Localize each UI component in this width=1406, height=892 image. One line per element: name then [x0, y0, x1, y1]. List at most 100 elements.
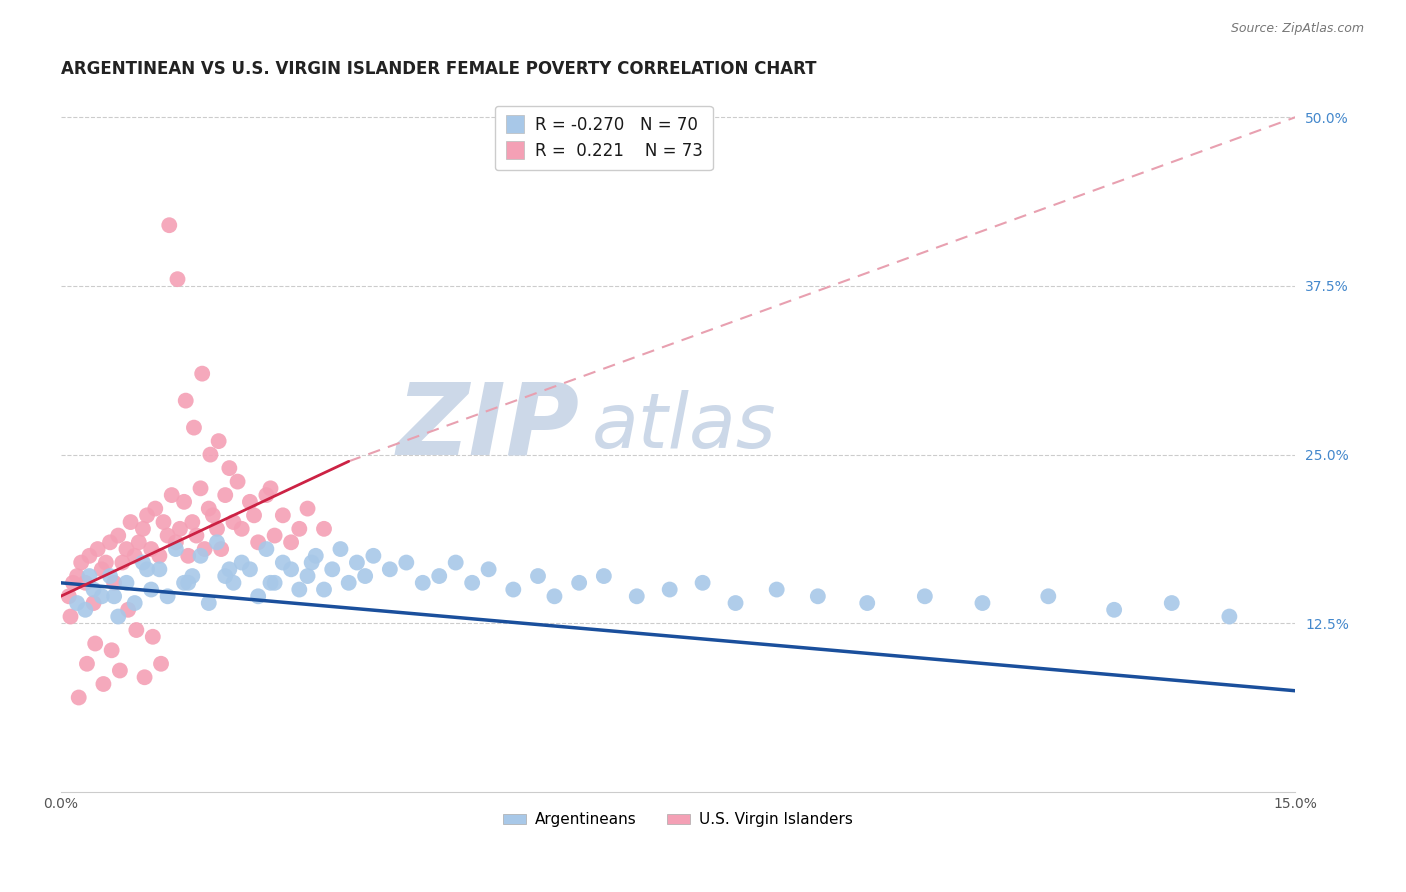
Point — [70, 556, 93, 570]
Point — [478, 562, 501, 576]
Point — [197, 596, 219, 610]
Point — [79, 549, 101, 563]
Point — [201, 508, 224, 523]
Point — [75, 575, 97, 590]
Point — [148, 549, 170, 563]
Point — [136, 508, 159, 523]
Point — [152, 515, 174, 529]
Point — [527, 569, 550, 583]
Point — [67, 690, 90, 705]
Point — [93, 677, 115, 691]
Point — [66, 569, 89, 583]
Point — [181, 569, 204, 583]
Point — [378, 562, 401, 576]
Point — [222, 515, 245, 529]
Point — [181, 515, 204, 529]
Point — [165, 542, 187, 557]
Point — [288, 582, 311, 597]
Point — [271, 556, 294, 570]
Point — [254, 488, 277, 502]
Point — [692, 575, 714, 590]
Point — [724, 596, 747, 610]
Point — [177, 549, 200, 563]
Point — [108, 664, 131, 678]
Point — [148, 562, 170, 576]
Point — [190, 549, 212, 563]
Point — [58, 589, 80, 603]
Point — [62, 575, 84, 590]
Point — [125, 623, 148, 637]
Point — [271, 508, 294, 523]
Point — [86, 542, 108, 557]
Point — [134, 670, 156, 684]
Point — [218, 461, 240, 475]
Point — [128, 535, 150, 549]
Point — [301, 556, 323, 570]
Point — [543, 589, 565, 603]
Point — [194, 542, 217, 557]
Point — [218, 562, 240, 576]
Point — [103, 575, 125, 590]
Point — [100, 643, 122, 657]
Point — [568, 575, 591, 590]
Point — [190, 481, 212, 495]
Point — [120, 515, 142, 529]
Point — [1160, 596, 1182, 610]
Point — [205, 535, 228, 549]
Point — [280, 562, 302, 576]
Point — [239, 495, 262, 509]
Point — [150, 657, 173, 671]
Point — [200, 448, 222, 462]
Point — [312, 522, 335, 536]
Point — [174, 393, 197, 408]
Point — [259, 575, 281, 590]
Point — [111, 556, 134, 570]
Point — [297, 569, 319, 583]
Point — [115, 542, 138, 557]
Point — [90, 589, 112, 603]
Point — [856, 596, 879, 610]
Point — [186, 528, 208, 542]
Point — [263, 575, 285, 590]
Point — [157, 218, 180, 232]
Point — [183, 420, 205, 434]
Text: Source: ZipAtlas.com: Source: ZipAtlas.com — [1230, 22, 1364, 36]
Point — [444, 556, 467, 570]
Point — [658, 582, 681, 597]
Point — [288, 522, 311, 536]
Point — [59, 609, 82, 624]
Point — [305, 549, 328, 563]
Point — [209, 542, 232, 557]
Point — [107, 528, 129, 542]
Text: ZIP: ZIP — [396, 378, 579, 475]
Point — [169, 522, 191, 536]
Point — [263, 528, 285, 542]
Point — [197, 501, 219, 516]
Point — [79, 569, 101, 583]
Point — [173, 495, 195, 509]
Point — [231, 556, 253, 570]
Point — [75, 603, 97, 617]
Point — [115, 575, 138, 590]
Point — [165, 535, 187, 549]
Point — [461, 575, 484, 590]
Point — [1218, 609, 1240, 624]
Point — [76, 657, 98, 671]
Point — [94, 556, 117, 570]
Point — [132, 522, 155, 536]
Point — [239, 562, 262, 576]
Point — [412, 575, 434, 590]
Point — [914, 589, 936, 603]
Point — [136, 562, 159, 576]
Point — [143, 501, 166, 516]
Point — [124, 549, 146, 563]
Point — [592, 569, 614, 583]
Point — [312, 582, 335, 597]
Point — [156, 589, 179, 603]
Point — [626, 589, 648, 603]
Point — [124, 596, 146, 610]
Point — [214, 569, 236, 583]
Point — [243, 508, 266, 523]
Point — [107, 609, 129, 624]
Point — [141, 582, 163, 597]
